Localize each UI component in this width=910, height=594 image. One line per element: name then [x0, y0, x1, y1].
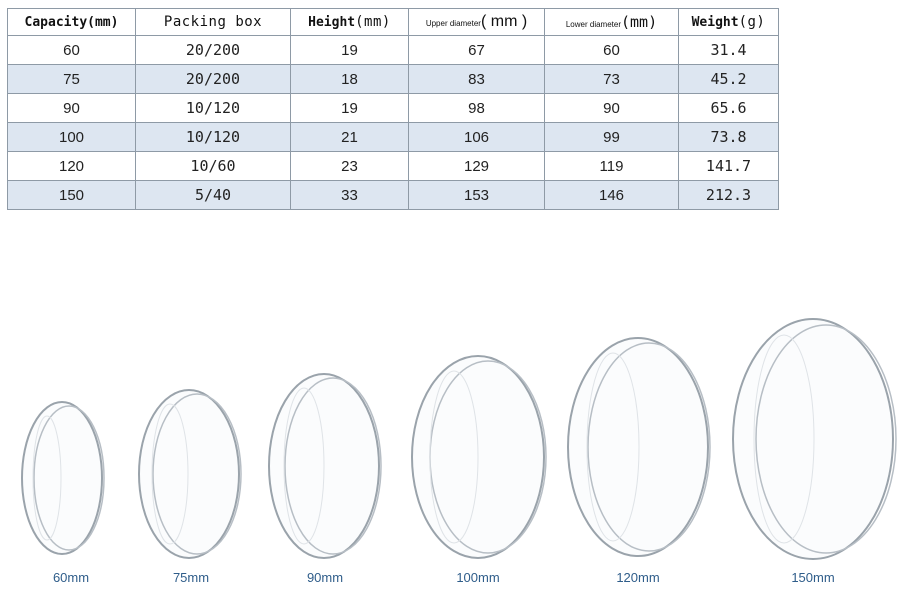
header-lower-label: Lower diameter: [565, 19, 621, 29]
dish-label-90: 90mm: [306, 570, 344, 585]
table-row: 75 20/200 18 83 73 45.2: [7, 64, 779, 94]
cell-lower: 90: [544, 93, 679, 123]
cell-height: 33: [290, 180, 409, 210]
header-height: Height(mm): [290, 8, 409, 36]
petri-dish-120-image: [567, 337, 711, 557]
cell-weight: 141.7: [678, 151, 779, 181]
table-row: 90 10/120 19 98 90 65.6: [7, 93, 779, 123]
header-capacity-unit: (mm): [87, 15, 119, 30]
cell-height: 19: [290, 93, 409, 123]
cell-lower: 60: [544, 35, 679, 65]
cell-weight: 45.2: [678, 64, 779, 94]
cell-height: 23: [290, 151, 409, 181]
spec-table: Capacity(mm) Packing box Height(mm) Uppe…: [7, 8, 779, 210]
header-capacity: Capacity(mm): [7, 8, 136, 36]
cell-upper: 106: [408, 122, 545, 152]
cell-upper: 98: [408, 93, 545, 123]
cell-packing: 5/40: [135, 180, 291, 210]
cell-weight: 65.6: [678, 93, 779, 123]
table-row: 120 10/60 23 129 119 141.7: [7, 151, 779, 181]
cell-capacity: 120: [7, 151, 136, 181]
cell-packing: 20/200: [135, 35, 291, 65]
header-weight: Weight(g): [678, 8, 779, 36]
cell-capacity: 60: [7, 35, 136, 65]
cell-capacity: 90: [7, 93, 136, 123]
dish-label-75: 75mm: [172, 570, 210, 585]
header-height-label: Height: [308, 15, 356, 30]
petri-dish-60-image: [21, 401, 105, 555]
table-row: 60 20/200 19 67 60 31.4: [7, 35, 779, 65]
cell-lower: 119: [544, 151, 679, 181]
petri-dish-100-image: [411, 355, 547, 559]
cell-packing: 20/200: [135, 64, 291, 94]
cell-weight: 212.3: [678, 180, 779, 210]
dish-label-100: 100mm: [456, 570, 500, 585]
cell-weight: 31.4: [678, 35, 779, 65]
header-weight-label: Weight: [691, 15, 739, 30]
header-upper-unit: ( mm ): [480, 13, 528, 30]
cell-height: 19: [290, 35, 409, 65]
table-header-row: Capacity(mm) Packing box Height(mm) Uppe…: [7, 8, 779, 36]
header-upper-label: Upper diameter: [425, 19, 481, 28]
cell-upper: 153: [408, 180, 545, 210]
cell-capacity: 100: [7, 122, 136, 152]
cell-upper: 83: [408, 64, 545, 94]
table-row: 150 5/40 33 153 146 212.3: [7, 180, 779, 210]
dish-label-60: 60mm: [52, 570, 90, 585]
header-lower-unit: (mm): [621, 12, 658, 31]
table-row: 100 10/120 21 106 99 73.8: [7, 122, 779, 152]
dish-label-120: 120mm: [616, 570, 660, 585]
cell-capacity: 75: [7, 64, 136, 94]
header-height-unit: (mm): [355, 14, 391, 30]
petri-dish-75-image: [138, 389, 242, 559]
cell-height: 21: [290, 122, 409, 152]
cell-packing: 10/120: [135, 122, 291, 152]
cell-packing: 10/60: [135, 151, 291, 181]
cell-lower: 99: [544, 122, 679, 152]
cell-weight: 73.8: [678, 122, 779, 152]
cell-upper: 129: [408, 151, 545, 181]
petri-dish-90-image: [268, 373, 382, 559]
cell-lower: 73: [544, 64, 679, 94]
header-upper: Upper diameter( mm ): [408, 8, 545, 36]
cell-capacity: 150: [7, 180, 136, 210]
cell-lower: 146: [544, 180, 679, 210]
cell-height: 18: [290, 64, 409, 94]
header-weight-unit: (g): [738, 14, 766, 30]
header-packing: Packing box: [135, 8, 291, 36]
dish-label-150: 150mm: [791, 570, 835, 585]
petri-dish-150-image: [732, 318, 897, 560]
header-packing-label: Packing box: [163, 14, 263, 30]
header-lower: Lower diameter(mm): [544, 8, 679, 36]
cell-upper: 67: [408, 35, 545, 65]
cell-packing: 10/120: [135, 93, 291, 123]
header-capacity-label: Capacity: [24, 15, 88, 30]
